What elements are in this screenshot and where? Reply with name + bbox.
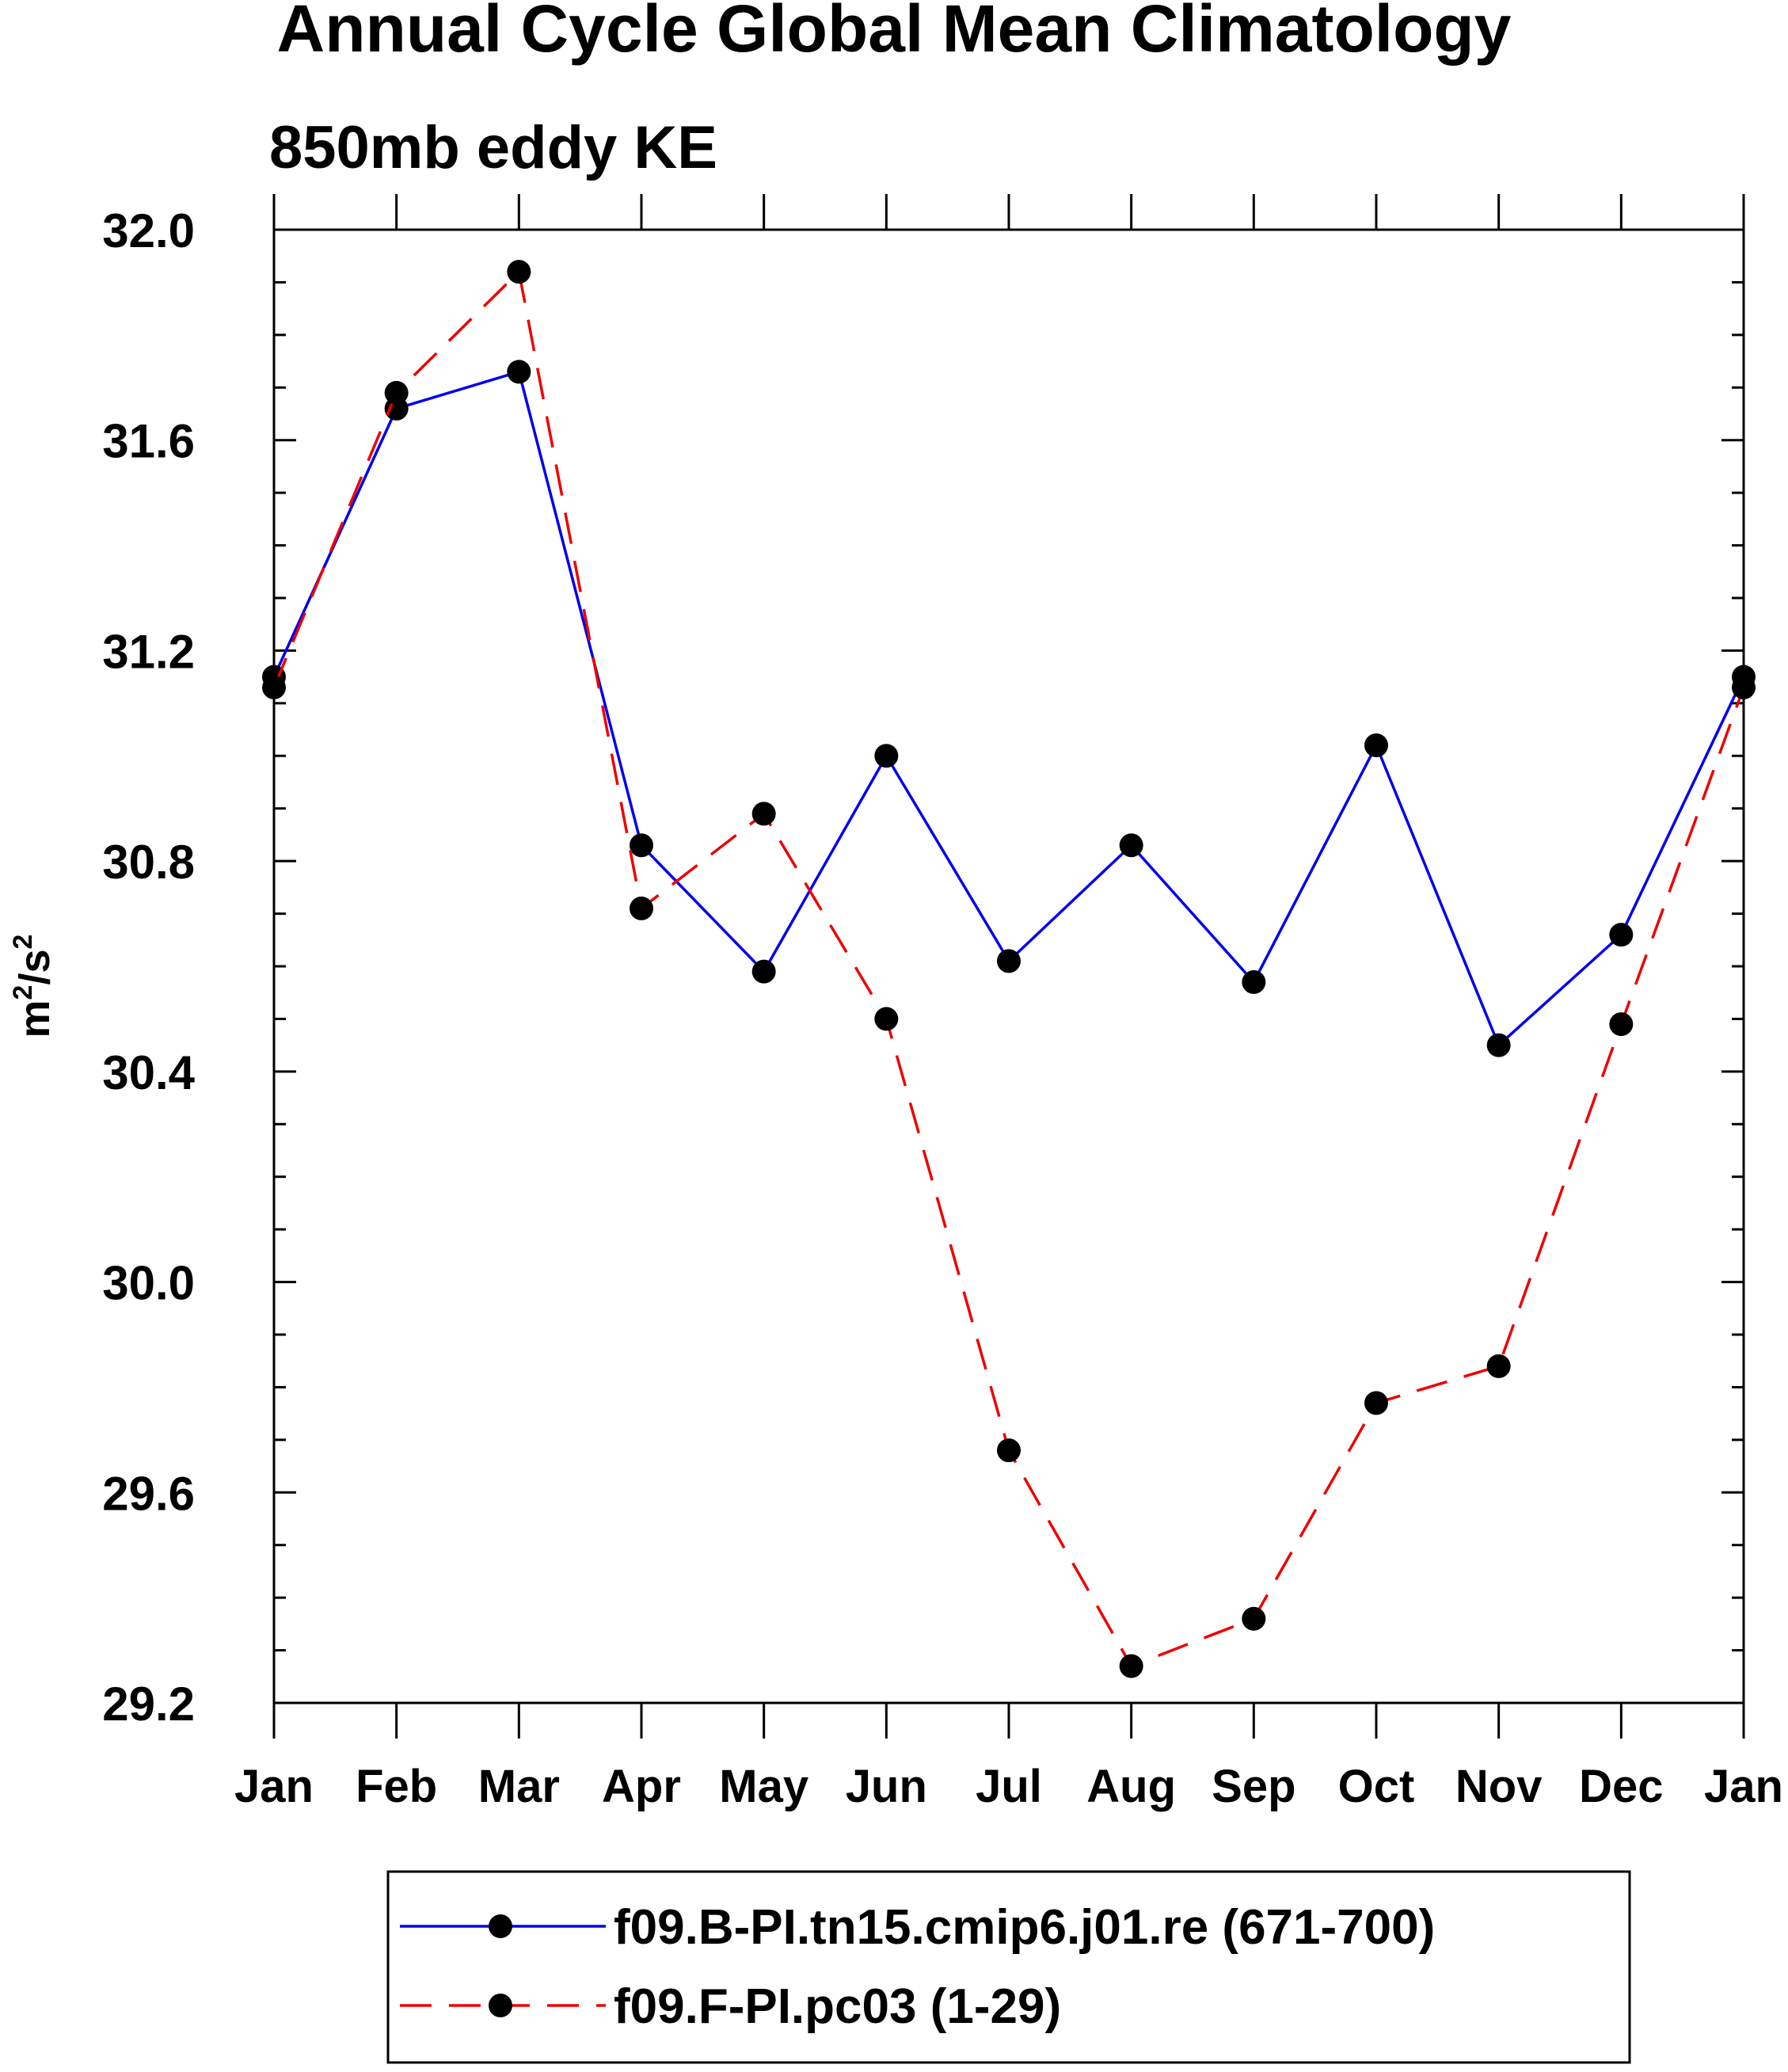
data-point bbox=[1609, 923, 1634, 947]
x-tick-label: Oct bbox=[1338, 1761, 1415, 1812]
data-point bbox=[630, 896, 653, 920]
y-tick-label: 30.4 bbox=[102, 1046, 195, 1099]
data-point bbox=[1242, 1606, 1266, 1631]
y-axis-label-mid: /s bbox=[11, 949, 59, 985]
data-point bbox=[1364, 733, 1388, 757]
data-point bbox=[1364, 1391, 1388, 1415]
data-point bbox=[630, 833, 653, 858]
y-axis-label-sup1: 2 bbox=[8, 985, 38, 1000]
x-tick-label: Nov bbox=[1455, 1761, 1543, 1812]
chart-subtitle: 850mb eddy KE bbox=[269, 114, 717, 181]
x-tick-label: Feb bbox=[356, 1761, 437, 1812]
data-point bbox=[507, 260, 531, 284]
x-tick-label: Apr bbox=[602, 1761, 681, 1812]
legend: f09.B-PI.tn15.cmip6.j01.re (671-700) f09.… bbox=[386, 1870, 1631, 2064]
x-tick-label: May bbox=[719, 1761, 808, 1812]
y-tick-label: 31.2 bbox=[102, 625, 195, 678]
legend-marker bbox=[489, 1994, 512, 2017]
series-2 bbox=[262, 260, 1756, 1678]
y-axis-label-sup2: 2 bbox=[8, 935, 38, 950]
series-1 bbox=[262, 360, 1756, 1057]
data-point bbox=[1486, 1354, 1511, 1378]
x-tick-label: Sep bbox=[1212, 1761, 1295, 1812]
series-layer bbox=[262, 260, 1756, 1678]
y-tick-label: 30.8 bbox=[102, 836, 195, 889]
data-point bbox=[1119, 1654, 1143, 1678]
data-point bbox=[1609, 1012, 1634, 1037]
svg-text:m2/s2: m2/s2 bbox=[8, 935, 59, 1038]
y-axis-label: m2/s2 bbox=[8, 935, 59, 1038]
data-point bbox=[507, 360, 531, 384]
data-point bbox=[997, 1438, 1021, 1463]
data-point bbox=[1732, 675, 1756, 699]
x-tick-label: Aug bbox=[1086, 1761, 1176, 1812]
legend-label: f09.F-PI.pc03 (1-29) bbox=[614, 1979, 1061, 2034]
legend-box bbox=[386, 1870, 1631, 2064]
series-line bbox=[272, 370, 1745, 1048]
y-tick-label: 29.6 bbox=[102, 1467, 195, 1520]
x-tick-label: Jan bbox=[1704, 1761, 1783, 1812]
legend-label: f09.B-PI.tn15.cmip6.j01.re (671-700) bbox=[614, 1900, 1435, 1955]
data-point bbox=[874, 1007, 899, 1031]
legend-marker bbox=[489, 1914, 512, 1938]
y-tick-label: 29.2 bbox=[102, 1678, 195, 1731]
data-point bbox=[262, 675, 286, 699]
axes: 29.2 29.6 30.0 30.4 30.8 31.2 31.6 32.0 Jan Feb Ma… bbox=[102, 194, 1783, 1812]
y-tick-label: 31.6 bbox=[102, 415, 195, 468]
data-point bbox=[1486, 1033, 1511, 1057]
x-tick-label: Jun bbox=[846, 1761, 927, 1812]
x-tick-label: Jul bbox=[976, 1761, 1042, 1812]
x-tick-label: Jan bbox=[234, 1761, 314, 1812]
y-tick-label: 30.0 bbox=[102, 1257, 195, 1310]
data-point bbox=[751, 959, 776, 984]
data-point bbox=[384, 380, 409, 405]
chart-title: Annual Cycle Global Mean Climatology bbox=[277, 0, 1512, 66]
y-axis-label-base: m bbox=[11, 1000, 59, 1038]
data-point bbox=[997, 949, 1021, 973]
data-point bbox=[874, 744, 899, 768]
data-point bbox=[1242, 969, 1266, 994]
data-point bbox=[1119, 833, 1143, 858]
x-tick-label: Mar bbox=[478, 1761, 560, 1812]
y-tick-label: 32.0 bbox=[102, 204, 195, 257]
data-point bbox=[751, 802, 776, 826]
x-tick-label: Dec bbox=[1579, 1761, 1663, 1812]
